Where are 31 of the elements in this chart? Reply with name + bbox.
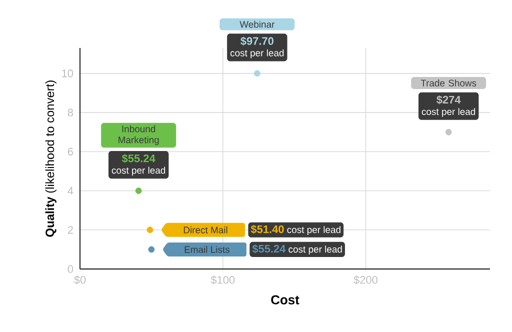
y-tick-label: 2	[68, 226, 73, 234]
text: Direct Mail	[184, 226, 228, 234]
annotation: $51.40	[250, 224, 284, 234]
x-tick-label: $0	[74, 276, 86, 284]
annotation: cost per lead	[112, 166, 166, 176]
point	[148, 246, 155, 253]
y-tick-label: 6	[68, 148, 73, 156]
text: Inbound Marketing	[118, 125, 159, 146]
annotation: cost per lead	[230, 49, 284, 58]
point	[445, 128, 452, 136]
y-tick-label: 0	[68, 265, 74, 273]
text: $97.70	[240, 36, 274, 46]
y-tick-label: 10	[62, 70, 74, 78]
point	[254, 70, 260, 77]
point	[135, 188, 142, 194]
y-tick-label: 4	[68, 187, 74, 195]
annotation: $55.24	[252, 244, 286, 254]
x-tick-label: $200	[354, 276, 378, 284]
text: Trade Shows	[420, 79, 476, 86]
x-axis-title: Cost	[271, 295, 300, 304]
annotation: cost per lead	[422, 108, 476, 117]
point	[146, 226, 154, 234]
y-axis-title: Quality (likelihood to convert)	[45, 80, 56, 237]
annotation: $55.24	[122, 154, 156, 163]
annotation: $274	[436, 95, 461, 104]
text: Webinar	[240, 20, 275, 28]
annotation: cost per lead	[288, 246, 342, 254]
annotation: cost per lead	[287, 226, 340, 235]
y-tick-label: 8	[68, 108, 73, 116]
text: Email Lists	[184, 246, 230, 253]
x-tick-label: $100	[210, 276, 235, 284]
